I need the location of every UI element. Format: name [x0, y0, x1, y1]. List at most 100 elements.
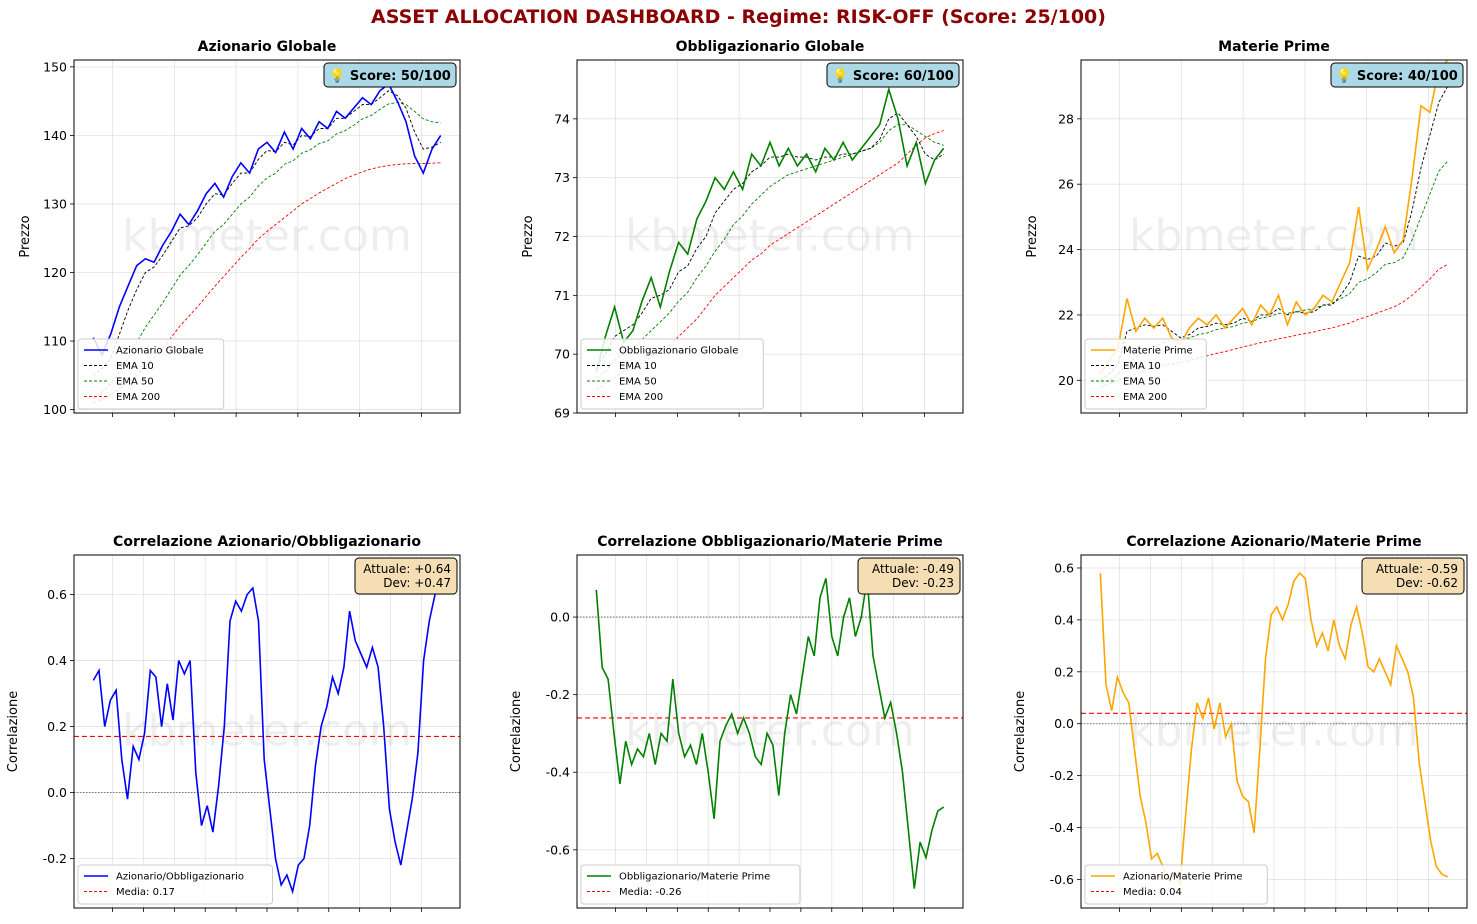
- legend-label: Obbligazionario/Materie Prime: [619, 872, 770, 883]
- plot-frame: [576, 554, 964, 909]
- legend-label: EMA 200: [619, 392, 663, 403]
- y-tick-label: -0.2: [1050, 768, 1074, 783]
- legend-label: EMA 200: [1123, 392, 1167, 403]
- legend-label: Azionario Globale: [116, 346, 204, 357]
- panel-title: Materie Prime: [1218, 39, 1330, 55]
- legend-label: Media: -0.26: [619, 887, 681, 898]
- legend: [580, 864, 801, 905]
- score-badge-text: 💡 Score: 50/100: [329, 68, 451, 84]
- y-tick-label: 0.4: [47, 653, 67, 668]
- y-tick-label: 0.0: [47, 785, 67, 800]
- panel-title: Azionario Globale: [198, 39, 337, 55]
- legend-label: EMA 10: [619, 361, 657, 372]
- panel-corr_bond_com: -0.6 -0.4 -0.2 0.0 kbmeter.com Correlazione O…: [509, 534, 964, 912]
- y-tick-label: -0.6: [1050, 872, 1074, 887]
- watermark: kbmeter.com: [1129, 211, 1419, 262]
- watermark: kbmeter.com: [625, 706, 915, 757]
- legend: [1084, 864, 1268, 905]
- y-tick-label: 20: [1058, 373, 1074, 388]
- y-tick-label: 140: [43, 128, 67, 143]
- y-tick-label: 71: [554, 288, 570, 303]
- legend-label: Azionario/Obbligazionario: [116, 872, 244, 883]
- legend-label: Media: 0.17: [116, 887, 175, 898]
- y-tick-label: 0.0: [550, 610, 570, 625]
- y-tick-label: 0.2: [1054, 664, 1074, 679]
- y-tick-label: 72: [554, 229, 570, 244]
- series-line-obbligazionario-globale: [595, 86, 945, 372]
- panel-title: Obbligazionario Globale: [676, 39, 865, 55]
- plot-frame: [576, 59, 964, 414]
- series-line-azionario-globale: [92, 82, 442, 357]
- y-tick-label: 28: [1058, 111, 1074, 126]
- legend-label: Media: 0.04: [1123, 887, 1182, 898]
- y-tick-label: 100: [43, 402, 67, 417]
- score-badge: [826, 62, 960, 88]
- legend-label: EMA 50: [619, 377, 657, 388]
- legend-label: EMA 50: [116, 377, 154, 388]
- correlation-info-text: Dev: -0.23: [892, 576, 954, 590]
- legend-label: Obbligazionario Globale: [619, 346, 738, 357]
- plot-frame: [73, 554, 461, 909]
- y-tick-label: 26: [1058, 177, 1074, 192]
- plot-frame: [1080, 59, 1468, 414]
- panel-title: Correlazione Obbligazionario/Materie Pri…: [597, 534, 942, 550]
- y-tick-label: 110: [43, 334, 67, 349]
- y-tick-label: -0.2: [546, 687, 570, 702]
- y-tick-label: 0.6: [47, 587, 67, 602]
- y-tick-label: 0.2: [47, 719, 67, 734]
- y-tick-label: 130: [43, 196, 67, 211]
- legend: [77, 864, 273, 905]
- panel-bond: 69 70 71 72 73 74 kbmeter.com Obbligazionario G…: [521, 39, 964, 421]
- correlation-info-box: [1361, 557, 1465, 595]
- y-tick-label: -0.6: [546, 842, 570, 857]
- y-tick-label: 73: [554, 170, 570, 185]
- correlation-info-text: Dev: +0.47: [383, 576, 451, 590]
- score-badge-text: 💡 Score: 40/100: [1336, 68, 1458, 84]
- y-axis-label: Correlazione: [509, 691, 524, 772]
- series-line-azionario-materie-prime: [1099, 572, 1449, 888]
- correlation-info-box: [354, 557, 458, 595]
- y-axis-label: Correlazione: [6, 691, 21, 772]
- legend: [580, 338, 764, 410]
- y-tick-label: 22: [1058, 307, 1074, 322]
- series-line-ema-10: [1100, 85, 1449, 381]
- correlation-info-text: Attuale: +0.64: [363, 562, 451, 576]
- correlation-info-text: Attuale: -0.59: [1376, 562, 1458, 576]
- y-tick-label: -0.2: [43, 851, 67, 866]
- panel-corr_eq_bond: -0.2 0.0 0.2 0.4 0.6 kbmeter.com Correlazione …: [6, 534, 461, 912]
- series-line-azionario-obbligazionario: [92, 581, 442, 895]
- score-badge: [1330, 62, 1464, 88]
- correlation-info-box: [857, 557, 961, 595]
- y-tick-label: -0.4: [546, 765, 570, 780]
- panel-title: Correlazione Azionario/Obbligazionario: [113, 534, 421, 550]
- y-tick-label: 24: [1058, 242, 1074, 257]
- panel-title: Correlazione Azionario/Materie Prime: [1126, 534, 1421, 550]
- series-line-obbligazionario-materie-prime: [595, 578, 945, 889]
- series-line-ema-50: [596, 124, 944, 379]
- watermark: kbmeter.com: [122, 706, 412, 757]
- y-tick-label: 150: [43, 59, 67, 74]
- watermark: kbmeter.com: [1129, 706, 1419, 757]
- y-axis-label: Prezzo: [521, 215, 536, 257]
- y-tick-label: 70: [554, 347, 570, 362]
- correlation-info-text: Dev: -0.62: [1396, 576, 1458, 590]
- legend: [1084, 338, 1207, 410]
- series-line-materie-prime: [1099, 60, 1449, 375]
- legend-label: EMA 50: [1123, 377, 1161, 388]
- legend-label: EMA 10: [116, 361, 154, 372]
- y-tick-label: -0.4: [1050, 820, 1074, 835]
- panel-commodity: 20 22 24 26 28 kbmeter.com Materie Prime Prezzo…: [1025, 39, 1468, 417]
- series-line-ema-50: [93, 102, 441, 400]
- score-badge: [323, 62, 457, 88]
- y-tick-label: 120: [43, 265, 67, 280]
- legend-label: Materie Prime: [1123, 346, 1193, 357]
- y-tick-label: 74: [554, 111, 570, 126]
- legend-label: Azionario/Materie Prime: [1123, 872, 1243, 883]
- legend-label: EMA 10: [1123, 361, 1161, 372]
- plot-frame: [73, 59, 461, 414]
- series-line-ema-10: [595, 112, 944, 367]
- panel-equity: 100 110 120 130 140 150 kbmeter.com Azionario G…: [18, 39, 461, 417]
- y-tick-label: 0.6: [1054, 560, 1074, 575]
- y-axis-label: Prezzo: [1025, 215, 1040, 257]
